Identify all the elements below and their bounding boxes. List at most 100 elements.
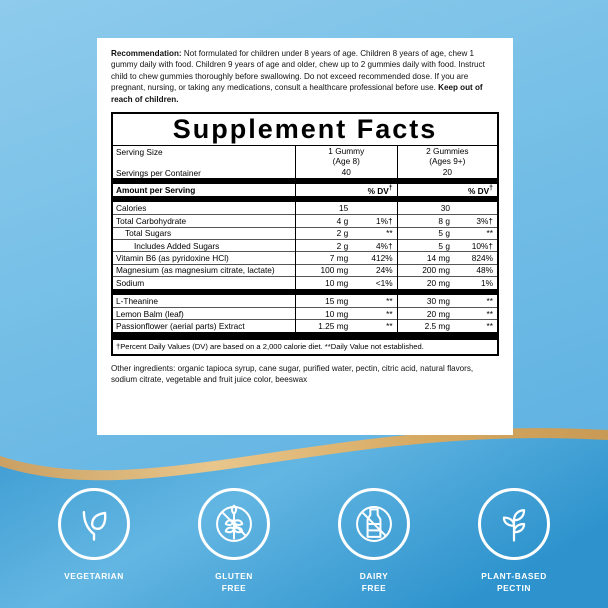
botanical-rows: L-Theanine 15 mg ** 30 mg ** Lemon Balm (leaf… [113,295,497,333]
nutrient-name: Passionflower (aerial parts) Extract [113,319,296,333]
servings-per-container-row: 40 20 [113,165,497,178]
dv-header-1: % DV† [367,184,393,196]
wave-graphic [0,428,608,608]
amount-col-2: 30 [396,202,454,215]
column-1-age: (Age 8) [332,155,360,166]
dv-col-2: 10%† [453,238,497,252]
nutrient-name: Total Sugars [113,226,296,240]
separator-bar-top [113,177,497,184]
nutrient-name: L-Theanine [116,296,158,307]
badge-label-plant-based-pectin: PLANT-BASED PECTIN [481,571,547,593]
daily-value-footnote: †Percent Daily Values (DV) are based on … [113,338,497,353]
dv-col-2: 824% [453,251,497,265]
nutrient-name: Calories [116,203,147,214]
column-2-name: 2 Gummies [426,145,469,156]
dv-col-2: ** [453,319,497,333]
plant-sprout-icon [502,509,526,542]
amount-col-1: 15 [294,202,353,215]
milk-bottle-crossed-icon [356,506,392,543]
recommendation-warning: Keep out of reach of children. [111,83,483,104]
dv-col-1: 412% [352,251,398,265]
dv-col-1 [352,202,397,214]
badge-label-dairy-free: DAIRY FREE [359,571,389,593]
dv-col-1: ** [352,226,398,240]
nutrient-row: Includes Added Sugars 2 g 4%† 5 g 10%† [113,238,497,252]
badge-plant-based-pectin: PLANT-BASED PECTIN [462,488,566,594]
nutrient-row: Total Sugars 2 g ** 5 g ** [113,226,497,240]
dv-col-2: 3%† [453,214,497,228]
amount-col-1: 2 g [294,226,353,240]
amount-col-1: 10 mg [294,276,353,290]
serving-size-label: Serving Size [116,146,163,157]
vegetarian-circle [58,488,130,561]
badge-dairy-free: DAIRY FREE [322,488,426,594]
badge-label-vegetarian: VEGETARIAN [64,571,124,582]
supplement-facts-panel: Supplement Facts Serving Size Servings p… [111,112,499,356]
column-2-header: 2 Gummies (Ages 9+) [396,144,497,166]
dv-col-1: <1% [352,276,398,290]
supplement-label-card: Recommendation: Not formulated for child… [97,38,513,435]
dv-col-1: ** [352,306,398,320]
amount-col-1: 10 mg [294,306,353,320]
dv-col-2 [454,202,497,214]
dv-col-2: ** [453,226,497,240]
plant-based-pectin-circle [478,488,550,561]
nutrient-row: Calories 15 30 [113,202,497,215]
supplement-facts-table: Serving Size Servings per Container 1 Gu… [113,144,497,339]
dv-col-1: ** [352,319,398,333]
nutrient-row: Magnesium (as magnesium citrate, lactate… [113,263,497,277]
column-1-servings: 40 [294,165,398,178]
amount-col-2: 200 mg [396,263,454,277]
badge-vegetarian: VEGETARIAN [42,488,146,594]
column-2-age: (Ages 9+) [429,155,466,166]
amount-col-2: 30 mg [396,295,454,308]
amount-col-1: 2 g [294,238,353,252]
separator-bar-header [113,196,497,203]
wheat-crossed-icon [216,504,252,543]
amount-col-2: 2.5 mg [396,319,454,333]
amount-col-1: 1.25 mg [294,319,353,333]
nutrient-name: Includes Added Sugars [113,238,296,252]
dv-col-1: 1%† [352,214,398,228]
separator-bar-bottom [113,332,497,339]
servings-per-container-label: Servings per Container [116,167,201,178]
amount-per-serving-row: Amount per Serving % DV† % DV† [113,183,497,197]
nutrient-row: Sodium 10 mg <1% 20 mg 1% [113,276,497,290]
nutrient-name: Lemon Balm (leaf) [113,306,296,320]
nutrient-name: Total Carbohydrate [113,214,296,228]
bottom-wave-band [0,408,608,608]
amount-col-2: 20 mg [396,276,454,290]
amount-col-2: 5 g [396,226,454,240]
amount-per-serving-label: Amount per Serving [116,185,196,196]
column-1-name: 1 Gummy [328,145,365,156]
recommendation-paragraph: Recommendation: Not formulated for child… [97,38,513,105]
dv-col-2: ** [453,306,497,320]
nutrient-name: Sodium [113,276,296,290]
badge-label-gluten-free: GLUTEN FREE [215,571,253,593]
amount-col-1: 7 mg [294,251,353,265]
dairy-free-circle [338,488,410,561]
amount-col-1: 100 mg [294,263,353,277]
other-ingredients-text: organic tapioca syrup, cane sugar, purif… [111,363,474,384]
certification-badges: VEGETARIAN GLUTEN FREE [0,488,608,594]
nutrient-row: Lemon Balm (leaf) 10 mg ** 20 mg ** [113,306,497,320]
amount-col-2: 8 g [396,214,454,228]
dv-col-2: ** [486,296,493,307]
serving-size-row: Serving Size Servings per Container 1 Gu… [113,144,497,178]
amount-col-2: 20 mg [396,306,454,320]
nutrient-row: L-Theanine 15 mg ** 30 mg ** [113,295,497,308]
other-ingredients-paragraph: Other ingredients: organic tapioca syrup… [97,356,513,385]
badge-gluten-free: GLUTEN FREE [182,488,286,594]
dv-col-1: ** [386,296,393,307]
amount-col-2: 14 mg [396,251,454,265]
amount-col-1: 15 mg [294,295,353,308]
recommendation-lead: Recommendation: [111,49,182,58]
other-ingredients-label: Other ingredients: [111,363,176,373]
leaf-sprout-icon [82,511,107,542]
dv-col-1: 4%† [352,238,398,252]
column-1-header: 1 Gummy (Age 8) [294,144,398,166]
nutrient-row: Total Carbohydrate 4 g 1%† 8 g 3%† [113,214,497,228]
column-2-servings: 20 [396,165,497,178]
nutrient-row: Passionflower (aerial parts) Extract 1.25… [113,319,497,333]
